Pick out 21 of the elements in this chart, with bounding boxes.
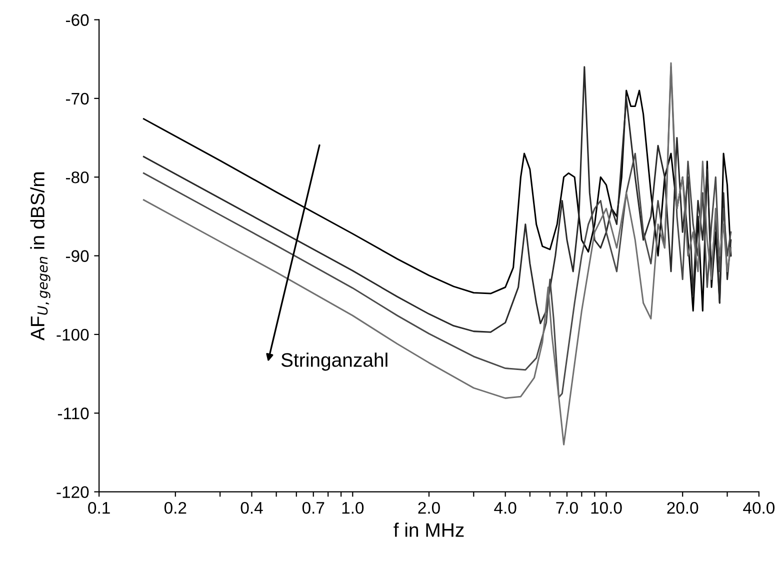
- x-tick-label: 10.0: [591, 502, 622, 514]
- y-tick-label: -90: [66, 250, 89, 262]
- x-tick-label: 0.7: [302, 502, 324, 514]
- y-tick-label: -80: [66, 171, 89, 184]
- x-tick-label: 2.0: [418, 502, 440, 514]
- y-tick-label: -120: [56, 486, 89, 498]
- y-tick-label: -60: [66, 14, 89, 26]
- x-axis-title: f in MHz: [394, 522, 464, 537]
- x-tick-label: 40.0: [743, 502, 775, 514]
- y-tick-label: -100: [56, 328, 89, 341]
- y-tick-label: -70: [66, 92, 89, 105]
- y-tick-label: -110: [58, 408, 89, 420]
- annotation: Stringanzahl: [281, 352, 388, 371]
- x-tick-label: 0.2: [164, 502, 186, 514]
- x-tick-label: 0.4: [240, 502, 263, 514]
- x-tick-label: 1.0: [342, 502, 364, 514]
- x-tick-label: 7.0: [556, 502, 578, 514]
- x-tick-label: 20.0: [667, 502, 698, 514]
- y-axis-title: AF$_{U,gegen}$ in dBS/m: [30, 172, 50, 341]
- x-tick-label: 4.0: [494, 502, 516, 514]
- x-tick-label: 0.1: [88, 502, 110, 514]
